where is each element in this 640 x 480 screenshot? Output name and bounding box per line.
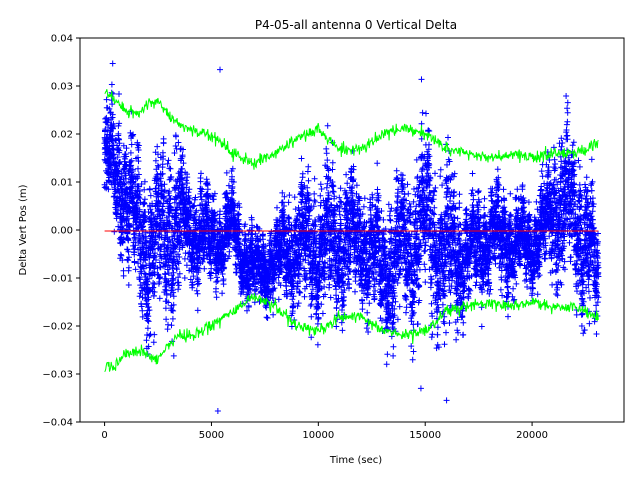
scatter-outlier-point bbox=[417, 385, 424, 392]
x-tick-label: 10000 bbox=[302, 430, 334, 441]
series-envelope-line bbox=[104, 89, 599, 170]
chart-title: P4-05-all antenna 0 Vertical Delta bbox=[255, 18, 457, 32]
y-tick-label: 0.04 bbox=[51, 34, 73, 45]
y-tick-label: 0.02 bbox=[51, 130, 73, 141]
x-tick-label: 15000 bbox=[409, 430, 441, 441]
scatter-points bbox=[101, 60, 602, 368]
x-axis-label: Time (sec) bbox=[329, 455, 382, 466]
y-tick-label: 0.01 bbox=[51, 178, 73, 189]
y-tick-label: −0.01 bbox=[42, 274, 73, 285]
y-tick-label: −0.04 bbox=[42, 418, 73, 429]
y-tick-label: 0.03 bbox=[51, 82, 73, 93]
x-tick-label: 20000 bbox=[516, 430, 548, 441]
series-envelope-line bbox=[104, 293, 599, 373]
y-axis: −0.04 −0.03 −0.02 −0.01 0.00 0.01 0.02 0.03 0.04 bbox=[42, 34, 80, 429]
y-tick-label: −0.03 bbox=[42, 370, 73, 381]
y-tick-label: 0.00 bbox=[51, 226, 73, 237]
y-axis-label: Delta Vert Pos (m) bbox=[18, 184, 29, 275]
plot-area bbox=[101, 60, 602, 414]
scatter-outlier-point bbox=[443, 397, 450, 404]
x-tick-label: 0 bbox=[101, 430, 107, 441]
scatter-outlier-point bbox=[217, 66, 224, 73]
series-scatter-markers bbox=[101, 60, 602, 414]
x-axis: 0 5000 10000 15000 20000 bbox=[101, 422, 548, 441]
scatter-outlier-point bbox=[214, 407, 221, 414]
y-tick-label: −0.02 bbox=[42, 322, 73, 333]
x-tick-label: 5000 bbox=[199, 430, 224, 441]
